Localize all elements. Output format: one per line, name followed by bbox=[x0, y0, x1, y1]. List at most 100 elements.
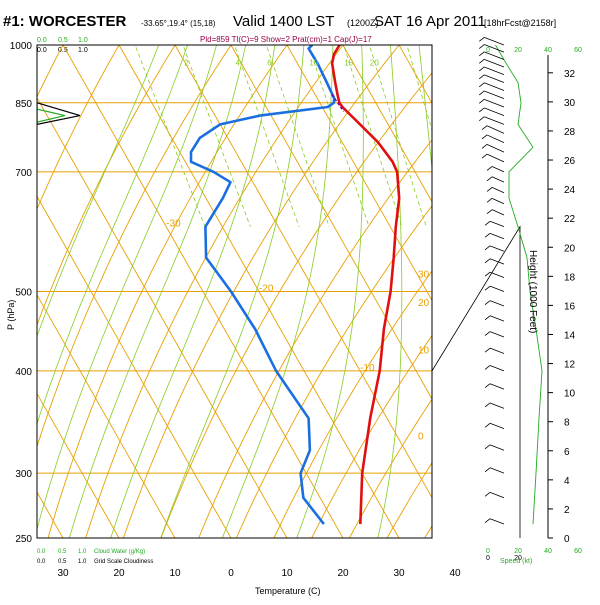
wind-barb-420 bbox=[490, 348, 504, 353]
wind-barb-860 bbox=[484, 91, 504, 99]
height-tick-6: 6 bbox=[564, 447, 570, 458]
speed-tick-top-60: 60 bbox=[574, 47, 582, 54]
mixing-ratio-label-10: 10 bbox=[309, 59, 318, 68]
mixing-ratio-label-2: 2 bbox=[184, 59, 189, 68]
wind-barb-flag-660 bbox=[487, 187, 492, 191]
wind-barb-flag-920 bbox=[479, 67, 484, 71]
cloud-water-scale-2: 1.0 bbox=[78, 549, 87, 555]
dry-adiabat-130 bbox=[491, 28, 600, 553]
wind-barb-780 bbox=[487, 126, 504, 134]
height-tick-14: 14 bbox=[564, 330, 576, 341]
wind-barb-flag-880 bbox=[479, 83, 484, 87]
top-scale-label-2: 1.0 bbox=[78, 37, 88, 44]
isotherm-label-0: 0 bbox=[418, 431, 424, 442]
cloudiness-scale-0: 0.0 bbox=[37, 559, 46, 565]
height-tick-12: 12 bbox=[564, 360, 576, 371]
wind-barb-flag-440 bbox=[485, 332, 490, 336]
wind-barb-flag-520 bbox=[485, 272, 490, 276]
isotherm--90 bbox=[0, 45, 7, 538]
pressure-tick-250: 250 bbox=[15, 534, 32, 545]
wind-barb-840 bbox=[484, 99, 504, 107]
wind-barb-flag-700 bbox=[487, 166, 492, 170]
height-tick-26: 26 bbox=[564, 156, 576, 167]
wind-barb-360 bbox=[490, 403, 504, 408]
wind-barb-640 bbox=[492, 198, 504, 203]
wind-barb-flag-320 bbox=[485, 445, 490, 449]
wind-barb-flag-760 bbox=[482, 135, 487, 139]
wind-barb-660 bbox=[492, 187, 504, 192]
wind-barb-820 bbox=[484, 108, 504, 116]
valid-time: Valid 1400 LST bbox=[233, 13, 334, 30]
mixing-ratio-6 bbox=[261, 28, 330, 227]
wind-barb-880 bbox=[484, 83, 504, 91]
wind-barb-580 bbox=[490, 233, 504, 238]
speed-tick-top-20: 20 bbox=[514, 47, 522, 54]
wind-barb-440 bbox=[490, 332, 504, 337]
pressure-tick-500: 500 bbox=[15, 288, 32, 299]
wind-panel: 0246810121416182022242628303200202040406… bbox=[432, 37, 582, 562]
wind-panel-tick-0: 0 bbox=[486, 555, 490, 562]
isotherm-label-6: 30 bbox=[418, 270, 430, 281]
mixing-ratio-label-20: 20 bbox=[370, 59, 379, 68]
wind-barb-260 bbox=[490, 519, 504, 524]
cloud-water-scale-1: 0.5 bbox=[58, 549, 67, 555]
temperature-tick-4: 10 bbox=[281, 568, 293, 579]
dry-adiabat-90 bbox=[342, 28, 600, 553]
wind-barb-flag-400 bbox=[485, 365, 490, 369]
wind-barb-620 bbox=[492, 210, 504, 215]
height-tick-22: 22 bbox=[564, 214, 576, 225]
pressure-tick-400: 400 bbox=[15, 367, 32, 378]
wind-barb-flag-980 bbox=[479, 45, 484, 49]
wind-barb-flag-560 bbox=[485, 246, 490, 250]
isotherm-label-1: -10 bbox=[360, 363, 375, 374]
speed-tick-bottom-0: 0 bbox=[486, 548, 490, 555]
height-tick-24: 24 bbox=[564, 185, 576, 196]
height-tick-0: 0 bbox=[564, 534, 570, 545]
wind-barb-380 bbox=[490, 384, 504, 389]
moist-adiabat-30 bbox=[378, 28, 402, 538]
mixing-ratio-label-15: 15 bbox=[344, 59, 353, 68]
mixing-ratio-label-4: 4 bbox=[236, 59, 241, 68]
wind-barb-flag-360 bbox=[485, 403, 490, 407]
wind-barb-flag-600 bbox=[485, 221, 490, 225]
wind-barb-flag-940 bbox=[479, 59, 484, 63]
wind-barb-flag-820 bbox=[479, 108, 484, 112]
speed-axis-title: Speed (kt) bbox=[500, 558, 532, 565]
height-tick-10: 10 bbox=[564, 389, 576, 400]
wind-barb-680 bbox=[492, 177, 504, 182]
wind-barb-700 bbox=[492, 166, 504, 171]
wind-barb-flag-960 bbox=[479, 52, 484, 56]
dry-adiabat--30 bbox=[0, 28, 72, 553]
top-scale-label-0: 0.0 bbox=[37, 37, 47, 44]
wind-barb-flag-900 bbox=[479, 75, 484, 79]
mixing-ratio-2 bbox=[177, 28, 251, 227]
wind-barb-flag-680 bbox=[487, 177, 492, 181]
cloud-water-scale-0: 0.0 bbox=[37, 549, 46, 555]
wind-barb-flag-420 bbox=[485, 348, 490, 352]
wind-barb-800 bbox=[484, 117, 504, 125]
isotherm-label-2: -20 bbox=[259, 284, 274, 295]
pressure-tick-300: 300 bbox=[15, 469, 32, 480]
wind-barb-760 bbox=[487, 135, 504, 143]
temperature-tick-7: 40 bbox=[449, 568, 461, 579]
temperature-tick-5: 20 bbox=[337, 568, 349, 579]
wind-barb-900 bbox=[484, 75, 504, 83]
wind-barb-560 bbox=[490, 246, 504, 251]
height-tick-30: 30 bbox=[564, 98, 576, 109]
valid-date: SAT 16 Apr 2011 bbox=[374, 13, 486, 30]
stability-indices: Pld=859 Tl(C)=9 Show=2 Prat(cm)=1 Cap(J)… bbox=[200, 35, 372, 44]
wind-panel-boundary bbox=[432, 227, 520, 538]
temperature-tick-1: 20 bbox=[113, 568, 125, 579]
pressure-tick-1000: 1000 bbox=[10, 41, 33, 52]
wind-barb-flag-300 bbox=[485, 468, 490, 472]
height-tick-20: 20 bbox=[564, 243, 576, 254]
wind-barb-flag-480 bbox=[485, 301, 490, 305]
wind-barb-280 bbox=[490, 492, 504, 497]
wind-barb-300 bbox=[490, 468, 504, 473]
wind-barb-flag-720 bbox=[482, 154, 487, 158]
wind-barb-1000 bbox=[484, 37, 504, 45]
wind-barb-flag-280 bbox=[485, 492, 490, 496]
wind-barb-flag-500 bbox=[485, 286, 490, 290]
wind-barb-520 bbox=[490, 272, 504, 277]
